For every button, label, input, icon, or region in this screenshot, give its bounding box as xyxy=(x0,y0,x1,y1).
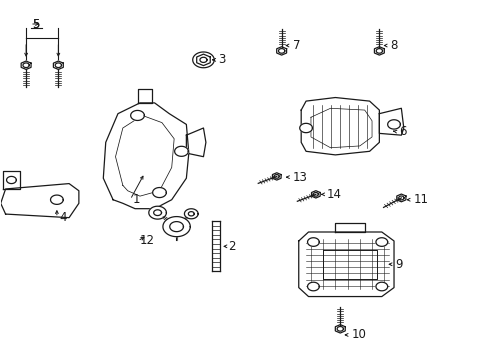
Text: 3: 3 xyxy=(218,53,225,66)
Text: 13: 13 xyxy=(293,171,308,184)
Polygon shape xyxy=(138,89,152,103)
Polygon shape xyxy=(153,188,166,198)
Text: 5: 5 xyxy=(32,18,40,31)
Polygon shape xyxy=(149,206,167,219)
Text: 2: 2 xyxy=(228,240,235,253)
Polygon shape xyxy=(50,195,63,204)
Polygon shape xyxy=(376,282,388,291)
Polygon shape xyxy=(308,282,319,291)
Polygon shape xyxy=(0,184,79,218)
Polygon shape xyxy=(399,196,404,200)
Polygon shape xyxy=(21,61,31,69)
Polygon shape xyxy=(277,47,287,55)
Polygon shape xyxy=(193,52,214,68)
Polygon shape xyxy=(55,63,61,68)
Polygon shape xyxy=(397,194,406,202)
Text: 1: 1 xyxy=(133,193,140,206)
Polygon shape xyxy=(376,49,383,53)
Polygon shape xyxy=(163,217,190,237)
Polygon shape xyxy=(212,221,220,271)
Polygon shape xyxy=(170,222,183,231)
Polygon shape xyxy=(174,146,188,156)
Polygon shape xyxy=(103,103,189,209)
Text: 5: 5 xyxy=(32,18,40,31)
Text: 6: 6 xyxy=(399,125,406,138)
Text: 14: 14 xyxy=(327,188,342,201)
Polygon shape xyxy=(186,128,206,157)
Polygon shape xyxy=(379,108,404,135)
Polygon shape xyxy=(388,120,400,129)
Polygon shape xyxy=(335,223,365,232)
Polygon shape xyxy=(300,123,313,133)
Polygon shape xyxy=(272,173,281,180)
Text: 9: 9 xyxy=(395,258,403,271)
Polygon shape xyxy=(23,63,29,68)
Polygon shape xyxy=(299,232,394,297)
Polygon shape xyxy=(131,111,145,121)
Text: 11: 11 xyxy=(414,193,429,206)
Polygon shape xyxy=(278,49,285,53)
Text: 4: 4 xyxy=(59,211,67,224)
Polygon shape xyxy=(274,175,279,178)
Polygon shape xyxy=(154,210,162,216)
Polygon shape xyxy=(337,327,343,331)
Polygon shape xyxy=(308,238,319,246)
Polygon shape xyxy=(188,212,194,216)
Polygon shape xyxy=(200,57,207,62)
Text: 8: 8 xyxy=(391,39,398,52)
Polygon shape xyxy=(3,171,20,189)
Polygon shape xyxy=(312,191,320,198)
Polygon shape xyxy=(376,238,388,246)
Polygon shape xyxy=(301,98,379,155)
Text: 10: 10 xyxy=(351,328,367,341)
Polygon shape xyxy=(314,193,318,196)
Polygon shape xyxy=(53,61,63,69)
Polygon shape xyxy=(6,176,16,184)
Text: 12: 12 xyxy=(140,234,155,247)
Polygon shape xyxy=(184,209,198,219)
Text: 7: 7 xyxy=(293,39,300,52)
Polygon shape xyxy=(196,54,210,66)
Polygon shape xyxy=(374,47,384,55)
Polygon shape xyxy=(335,325,345,333)
